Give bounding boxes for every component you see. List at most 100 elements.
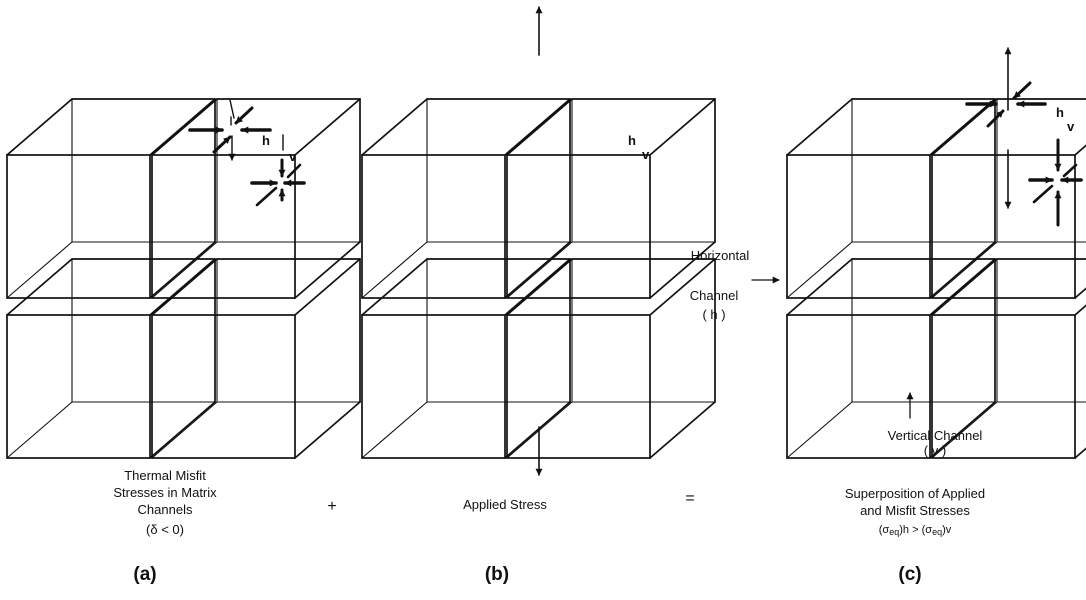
sigma-symbol-2: σ bbox=[925, 524, 933, 536]
cube-front-face bbox=[6, 314, 151, 459]
panel-b-cube-0-1 bbox=[506, 98, 716, 299]
cube-edge-br bbox=[649, 401, 716, 459]
plus-operator: + bbox=[327, 498, 337, 515]
cube-edge-tl bbox=[506, 98, 573, 156]
inequality-v: v bbox=[945, 524, 952, 536]
cube-edge-br bbox=[1074, 287, 1086, 299]
panel-a-cube-0-0 bbox=[6, 98, 216, 299]
cube-hidden-depth bbox=[151, 241, 218, 299]
super-v-diag-front bbox=[1032, 184, 1054, 204]
misfit-arrow-h-front bbox=[212, 135, 232, 154]
cube-edge-tl bbox=[786, 98, 853, 156]
cube-front-face bbox=[6, 154, 151, 299]
panel-c-cube-0-0 bbox=[786, 98, 996, 299]
cube-hidden-depth bbox=[361, 401, 428, 459]
cube-hidden-depth bbox=[506, 241, 573, 299]
panel-c-cube-0-1 bbox=[931, 98, 1086, 299]
super-arrow-h-front bbox=[986, 109, 1005, 128]
cube-edge-br bbox=[149, 241, 216, 299]
panel-a-caption-line2: Stresses in Matrix bbox=[113, 485, 217, 500]
cube-edge-tl bbox=[931, 258, 998, 316]
cube-edge-tr bbox=[1074, 144, 1086, 156]
panel-a-letter: (a) bbox=[133, 564, 157, 585]
cube-edge-tr bbox=[649, 258, 716, 316]
cube-edge-tr bbox=[929, 98, 996, 156]
cube-hidden-depth bbox=[151, 401, 218, 459]
horizontal-channel-line2: Channel bbox=[689, 288, 739, 303]
cube-front-face bbox=[361, 314, 506, 459]
cube-edge-tr bbox=[149, 258, 216, 316]
cube-edge-br bbox=[504, 401, 571, 459]
cube-edge-tl bbox=[361, 98, 428, 156]
cube-edge-br bbox=[294, 241, 361, 299]
cube-front-face bbox=[151, 154, 296, 299]
misfit-arrow-h-back bbox=[234, 106, 254, 125]
horizontal-channel-line1: Horizontal bbox=[690, 248, 750, 263]
panel-b-cube-1-0 bbox=[361, 258, 571, 459]
sigma-symbol: σ bbox=[882, 524, 890, 536]
cube-edge-tr bbox=[649, 98, 716, 156]
cube-edge-tl bbox=[786, 258, 853, 316]
equals-operator: = bbox=[685, 490, 695, 507]
inequality-operator: > bbox=[912, 524, 919, 536]
cube-edge-tl bbox=[151, 98, 218, 156]
cube-edge-tr bbox=[504, 258, 571, 316]
cube-edge-br bbox=[294, 401, 361, 459]
cube-edge-br bbox=[649, 241, 716, 299]
cube-edge-tl bbox=[6, 258, 73, 316]
cube-hidden-depth bbox=[6, 241, 73, 299]
cube-hidden-depth bbox=[6, 401, 73, 459]
cube-edge-br bbox=[504, 241, 571, 299]
panel-c-cube-1-0 bbox=[786, 258, 996, 459]
cube-hidden-depth bbox=[786, 401, 853, 459]
cube-edge-br bbox=[149, 401, 216, 459]
cube-edge-tl bbox=[361, 258, 428, 316]
cube-hidden-depth bbox=[786, 241, 853, 299]
vertical-channel-abbr: ( v ) bbox=[923, 443, 947, 458]
cube-hidden-depth bbox=[931, 241, 998, 299]
panel-c-v-label: v bbox=[1067, 119, 1075, 134]
panel-a-caption-line3: Channels bbox=[137, 502, 193, 517]
panel-a-caption: Thermal Misfit Stresses in Matrix Channe… bbox=[95, 467, 235, 538]
cube-front-face bbox=[931, 154, 1076, 299]
sigma-subscript: eq bbox=[889, 527, 900, 537]
cube-edge-tr bbox=[1074, 304, 1086, 316]
panel-c-h-label: h bbox=[1056, 105, 1064, 120]
cube-edge-br bbox=[929, 401, 996, 459]
panel-a-cube-1-1 bbox=[151, 258, 361, 459]
panel-a-h-label: h bbox=[262, 133, 270, 148]
panel-b-cube-0-0 bbox=[361, 98, 571, 299]
panel-a-cube-0-1 bbox=[151, 98, 361, 299]
vertical-channel-line1: Vertical Channel bbox=[887, 428, 983, 443]
sigma-subscript-2: eq bbox=[932, 527, 943, 537]
cube-edge-tr bbox=[294, 98, 361, 156]
cube-edge-br bbox=[929, 241, 996, 299]
super-arrow-h-back bbox=[1012, 81, 1032, 100]
panel-c-caption-line2: and Misfit Stresses bbox=[860, 503, 970, 518]
panel-c-inequality: (σeq)h > (σeq)v bbox=[878, 524, 952, 537]
cube-front-face bbox=[931, 314, 1076, 459]
cube-edge-tl bbox=[506, 258, 573, 316]
panel-b-cube-1-1 bbox=[506, 258, 716, 459]
cube-edge-tr bbox=[294, 258, 361, 316]
panel-c-letter: (c) bbox=[898, 564, 922, 585]
cube-edge-tl bbox=[931, 98, 998, 156]
misfit-v-diag-back bbox=[286, 163, 302, 179]
cube-front-face bbox=[506, 154, 651, 299]
misfit-v-diag-front bbox=[255, 186, 278, 207]
panel-a-v-label: v bbox=[289, 149, 297, 164]
cube-edge-tr bbox=[929, 258, 996, 316]
panel-a-cube-1-0 bbox=[6, 258, 216, 459]
cube-front-face bbox=[151, 314, 296, 459]
cube-edge-tl bbox=[151, 258, 218, 316]
cube-front-face bbox=[361, 154, 506, 299]
cube-edge-tr bbox=[149, 98, 216, 156]
panel-c-caption: Superposition of Applied and Misfit Stre… bbox=[820, 485, 1010, 541]
cube-hidden-depth bbox=[931, 401, 998, 459]
panel-b-caption: Applied Stress bbox=[463, 497, 547, 512]
horizontal-channel-abbr: ( h ) bbox=[702, 307, 726, 322]
super-v-diag-back bbox=[1062, 163, 1078, 178]
panel-b-letter: (b) bbox=[484, 564, 510, 585]
panel-a-caption-line4: (δ < 0) bbox=[146, 522, 184, 537]
